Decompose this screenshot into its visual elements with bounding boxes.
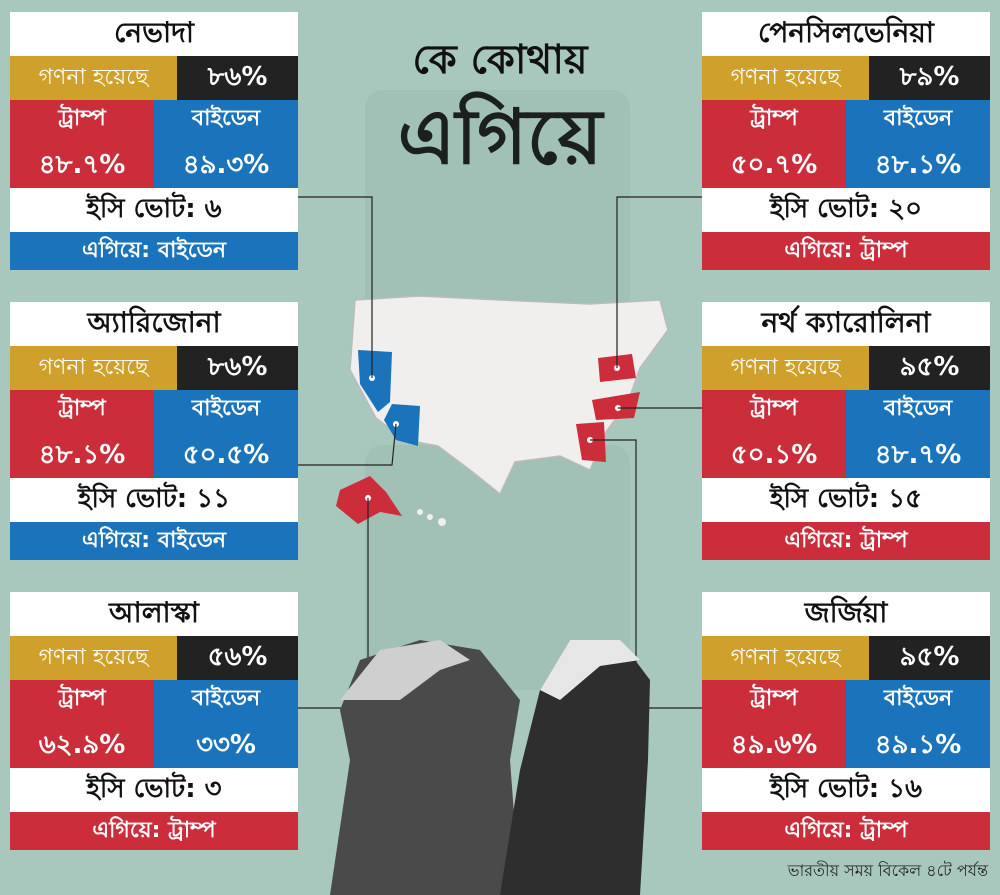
trump-label: ট্রাম্প: [58, 685, 106, 711]
hawaii-islands: [417, 509, 446, 526]
counted-label: গণনা হয়েছে: [10, 56, 178, 100]
leader-bar: এগিয়ে: বাইডেন: [10, 522, 298, 560]
leader-bar: এগিয়ে: ট্রাম্প: [702, 232, 990, 270]
counted-value: ৮৯%: [869, 56, 990, 100]
headline-line2: এগিয়ে: [365, 95, 635, 179]
counted-value: ৯৫%: [869, 346, 990, 390]
trump-box: ট্রাম্প ৪৮.৭%: [10, 100, 154, 188]
trump-percent: ৪৯.৬%: [730, 729, 818, 760]
state-card-nevada: নেভাদা গণনা হয়েছে ৮৬% ট্রাম্প ৪৮.৭% বাইডে…: [10, 12, 298, 270]
footer-note: ভারতীয় সময় বিকেল ৪টে পর্যন্ত: [787, 861, 988, 880]
state-name: নেভাদা: [10, 12, 298, 56]
watermark-logo: [365, 90, 630, 690]
biden-percent: ৪৯.১%: [874, 729, 962, 760]
trump-label: ট্রাম্প: [750, 685, 798, 711]
counted-value: ৮৬%: [177, 56, 298, 100]
biden-label: বাইডেন: [883, 395, 953, 421]
biden-box: বাইডেন ৪৮.১%: [846, 100, 990, 188]
trump-box: ট্রাম্প ৪৮.১%: [10, 390, 154, 478]
state-name: আলাস্কা: [10, 592, 298, 636]
biden-percent: ৫০.৫%: [182, 439, 270, 470]
state-card-arizona: অ্যারিজোনা গণনা হয়েছে ৮৬% ট্রাম্প ৪৮.১% ব…: [10, 302, 298, 560]
counted-value: ৯৫%: [869, 636, 990, 680]
electoral-votes: ইসি ভোট: ১৫: [702, 478, 990, 522]
trump-percent: ৬২.৯%: [38, 729, 126, 760]
electoral-votes: ইসি ভোট: ৬: [10, 188, 298, 232]
headline-line1: কে কোথায়: [412, 37, 588, 83]
electoral-votes: ইসি ভোট: ১৬: [702, 768, 990, 812]
state-name: জর্জিয়া: [702, 592, 990, 636]
biden-percent: ৩৩%: [196, 729, 256, 760]
trump-label: ট্রাম্প: [750, 105, 798, 131]
biden-percent: ৪৮.৭%: [874, 439, 962, 470]
trump-label: ট্রাম্প: [750, 395, 798, 421]
biden-box: বাইডেন ৫০.৫%: [154, 390, 298, 478]
state-card-north-carolina: নর্থ ক্যারোলিনা গণনা হয়েছে ৯৫% ট্রাম্প ৫০…: [702, 302, 990, 560]
trump-percent: ৪৮.১%: [38, 439, 126, 470]
trump-box: ট্রাম্প ৪৯.৬%: [702, 680, 846, 768]
counted-label: গণনা হয়েছে: [10, 636, 178, 680]
biden-label: বাইডেন: [191, 685, 261, 711]
counted-value: ৮৬%: [177, 346, 298, 390]
biden-label: বাইডেন: [883, 685, 953, 711]
trump-label: ট্রাম্প: [58, 105, 106, 131]
biden-label: বাইডেন: [191, 105, 261, 131]
biden-percent: ৪৮.১%: [874, 149, 962, 180]
biden-label: বাইডেন: [883, 105, 953, 131]
arizona-state: [384, 404, 420, 446]
biden-box: বাইডেন ৪৯.১%: [846, 680, 990, 768]
leader-bar: এগিয়ে: ট্রাম্প: [702, 522, 990, 560]
counted-label: গণনা হয়েছে: [10, 346, 178, 390]
state-name: অ্যারিজোনা: [10, 302, 298, 346]
state-card-pennsylvania: পেনসিলভেনিয়া গণনা হয়েছে ৮৯% ট্রাম্প ৫০.৭…: [702, 12, 990, 270]
leader-bar: এগিয়ে: ট্রাম্প: [702, 812, 990, 850]
state-card-alaska: আলাস্কা গণনা হয়েছে ৫৬% ট্রাম্প ৬২.৯% বাইড…: [10, 592, 298, 850]
leader-bar: এগিয়ে: ট্রাম্প: [10, 812, 298, 850]
biden-percent: ৪৯.৩%: [182, 149, 270, 180]
counted-label: গণনা হয়েছে: [702, 636, 870, 680]
counted-label: গণনা হয়েছে: [702, 346, 870, 390]
electoral-votes: ইসি ভোট: ৩: [10, 768, 298, 812]
trump-box: ট্রাম্প ৫০.৭%: [702, 100, 846, 188]
biden-box: বাইডেন ৪৮.৭%: [846, 390, 990, 478]
trump-percent: ৫০.১%: [730, 439, 818, 470]
trump-percent: ৫০.৭%: [730, 149, 818, 180]
biden-box: বাইডেন ৪৯.৩%: [154, 100, 298, 188]
counted-value: ৫৬%: [177, 636, 298, 680]
biden-box: বাইডেন ৩৩%: [154, 680, 298, 768]
nevada-state: [358, 350, 392, 412]
leader-bar: এগিয়ে: বাইডেন: [10, 232, 298, 270]
state-name: পেনসিলভেনিয়া: [702, 12, 990, 56]
biden-label: বাইডেন: [191, 395, 261, 421]
trump-box: ট্রাম্প ৬২.৯%: [10, 680, 154, 768]
state-card-georgia: জর্জিয়া গণনা হয়েছে ৯৫% ট্রাম্প ৪৯.৬% বাই…: [702, 592, 990, 850]
headline: কে কোথায় এগিয়ে: [365, 28, 635, 179]
trump-label: ট্রাম্প: [58, 395, 106, 421]
state-name: নর্থ ক্যারোলিনা: [702, 302, 990, 346]
candidates-photo: [330, 640, 650, 895]
trump-percent: ৪৮.৭%: [38, 149, 126, 180]
trump-box: ট্রাম্প ৫০.১%: [702, 390, 846, 478]
electoral-votes: ইসি ভোট: ২০: [702, 188, 990, 232]
electoral-votes: ইসি ভোট: ১১: [10, 478, 298, 522]
counted-label: গণনা হয়েছে: [702, 56, 870, 100]
